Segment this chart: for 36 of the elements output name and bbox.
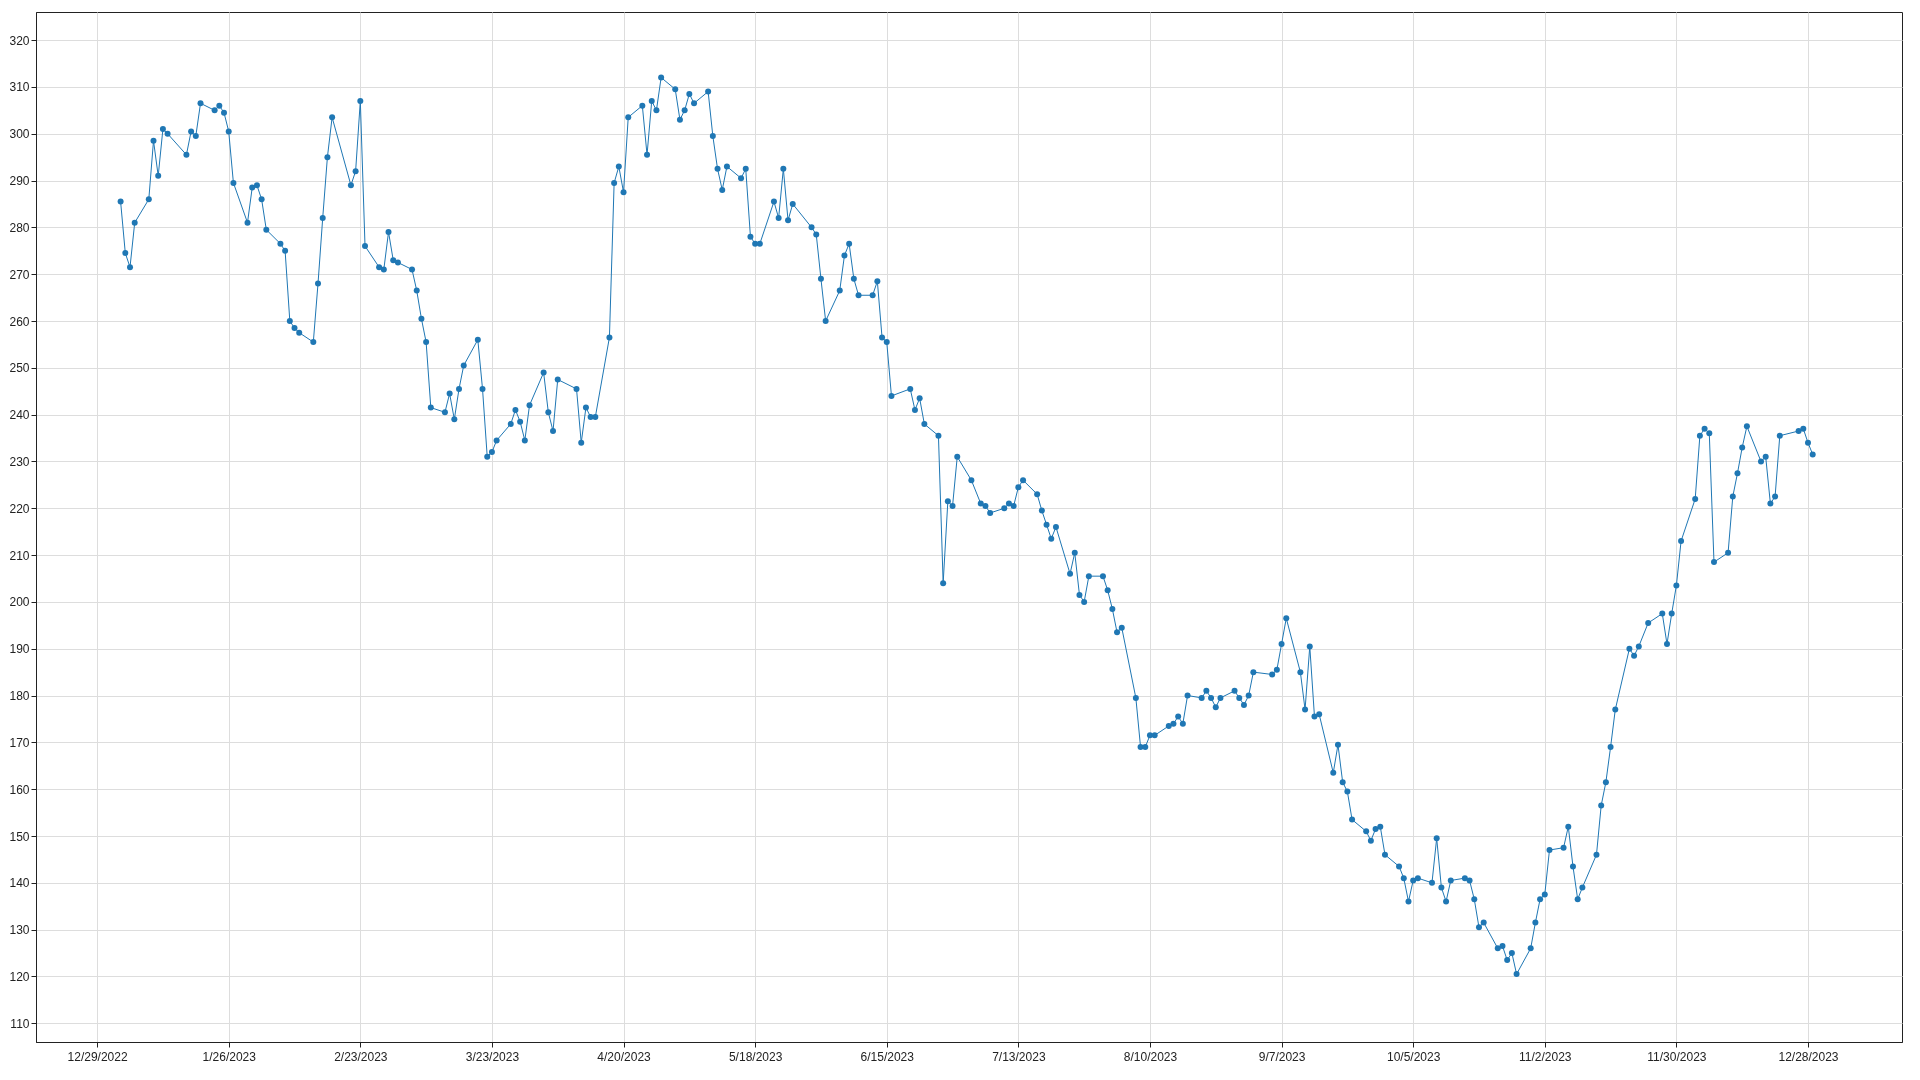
y-tick-label: 120	[9, 969, 30, 984]
y-tick-label: 300	[9, 127, 30, 142]
x-tick-label: 1/26/2023	[202, 1049, 257, 1064]
x-tick-label: 11/2/2023	[1519, 1049, 1572, 1064]
x-tick-label: 6/15/2023	[860, 1049, 915, 1064]
y-tick-label: 210	[9, 548, 30, 563]
y-tick-label: 170	[9, 735, 30, 750]
x-tick-label: 3/23/2023	[465, 1049, 520, 1064]
x-tick-label: 2/23/2023	[334, 1049, 388, 1064]
x-tick-label: 4/20/2023	[597, 1049, 652, 1064]
y-tick-label: 230	[9, 454, 30, 469]
x-tick-label: 8/10/2023	[1123, 1049, 1178, 1064]
x-tick-label: 10/5/2023	[1386, 1049, 1441, 1064]
y-tick-label: 180	[9, 689, 30, 704]
y-tick-label: 140	[9, 876, 30, 891]
x-tick-label: 7/13/2023	[992, 1049, 1046, 1064]
y-tick-label: 220	[9, 501, 30, 516]
y-tick-label: 190	[9, 642, 30, 657]
y-tick-label: 200	[9, 595, 30, 610]
y-tick-label: 320	[9, 33, 30, 48]
y-tick-label: 150	[9, 829, 30, 844]
x-tick-label: 5/18/2023	[728, 1049, 783, 1064]
y-tick-label: 280	[9, 220, 30, 235]
x-tick-label: 9/7/2023	[1258, 1049, 1306, 1064]
y-tick-label: 260	[9, 314, 30, 329]
y-tick-label: 160	[9, 782, 30, 797]
x-tick-label: 11/30/2023	[1647, 1049, 1707, 1064]
x-tick-label: 12/29/2022	[67, 1049, 128, 1064]
y-tick-label: 270	[9, 267, 30, 282]
y-tick-label: 290	[9, 174, 30, 189]
y-tick-label: 240	[9, 408, 30, 423]
y-tick-label: 130	[9, 923, 30, 938]
y-tick-label: 110	[10, 1016, 30, 1031]
y-tick-label: 250	[9, 361, 30, 376]
x-tick-label: 12/28/2023	[1778, 1049, 1839, 1064]
y-tick-label: 310	[9, 80, 30, 95]
